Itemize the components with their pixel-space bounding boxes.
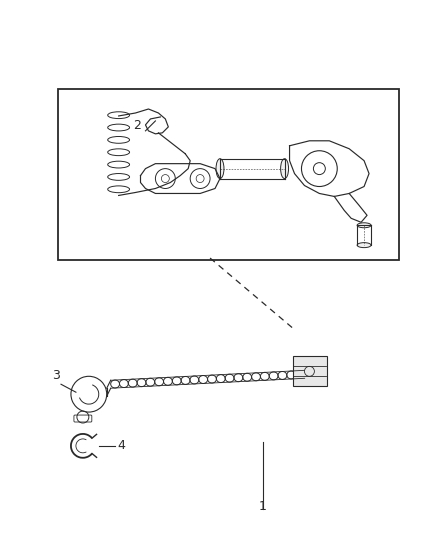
Bar bbox=[292, 357, 327, 386]
Text: 4: 4 bbox=[117, 439, 125, 453]
Bar bbox=[58, 89, 398, 260]
Ellipse shape bbox=[356, 243, 370, 248]
Text: 1: 1 bbox=[258, 500, 266, 513]
Ellipse shape bbox=[280, 159, 288, 179]
Ellipse shape bbox=[215, 159, 223, 179]
Text: 3: 3 bbox=[52, 369, 60, 382]
Text: 2: 2 bbox=[132, 119, 140, 132]
Ellipse shape bbox=[356, 223, 370, 228]
